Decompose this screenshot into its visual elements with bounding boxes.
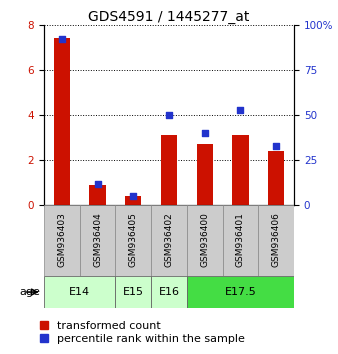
Bar xyxy=(268,151,284,205)
Bar xyxy=(90,185,105,205)
Bar xyxy=(125,196,141,205)
Point xyxy=(130,193,136,199)
Bar xyxy=(161,135,177,205)
Bar xyxy=(187,205,223,276)
Text: GSM936400: GSM936400 xyxy=(200,212,209,267)
Bar xyxy=(44,276,115,308)
Bar xyxy=(258,205,294,276)
Bar xyxy=(115,276,151,308)
Text: E17.5: E17.5 xyxy=(224,287,256,297)
Legend: transformed count, percentile rank within the sample: transformed count, percentile rank withi… xyxy=(36,316,249,348)
Point xyxy=(202,130,208,136)
Bar xyxy=(233,135,248,205)
Bar xyxy=(187,276,294,308)
Bar xyxy=(223,205,258,276)
Text: GSM936406: GSM936406 xyxy=(272,212,281,267)
Point xyxy=(59,36,65,42)
Bar xyxy=(115,205,151,276)
Text: GSM936402: GSM936402 xyxy=(165,212,173,267)
Text: E15: E15 xyxy=(123,287,144,297)
Point xyxy=(166,112,172,118)
Point xyxy=(273,143,279,149)
Text: GSM936405: GSM936405 xyxy=(129,212,138,267)
Text: GSM936401: GSM936401 xyxy=(236,212,245,267)
Bar xyxy=(151,276,187,308)
Point xyxy=(238,107,243,113)
Text: E16: E16 xyxy=(159,287,179,297)
Bar xyxy=(54,38,70,205)
Title: GDS4591 / 1445277_at: GDS4591 / 1445277_at xyxy=(88,10,250,24)
Point xyxy=(95,181,100,187)
Bar xyxy=(197,144,213,205)
Bar xyxy=(80,205,115,276)
Bar xyxy=(44,205,80,276)
Text: E14: E14 xyxy=(69,287,90,297)
Bar xyxy=(151,205,187,276)
Text: GSM936403: GSM936403 xyxy=(57,212,66,267)
Text: age: age xyxy=(20,287,41,297)
Text: GSM936404: GSM936404 xyxy=(93,212,102,267)
